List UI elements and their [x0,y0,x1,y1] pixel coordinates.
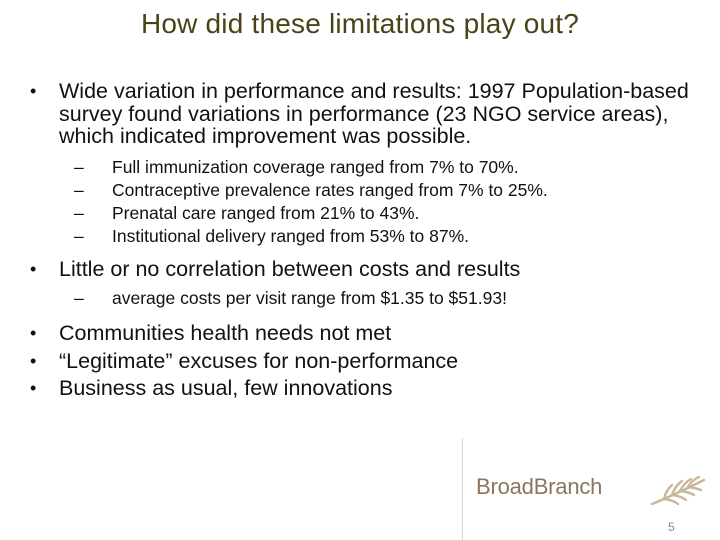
bullet-icon: • [30,350,37,371]
bullet-icon: • [30,81,37,101]
sub-bullet-text: average costs per visit range from $1.35… [112,288,507,308]
wheat-branch-icon [650,475,706,506]
slide-content: • Wide variation in performance and resu… [30,80,690,405]
sub-bullet-item: – Full immunization coverage ranged from… [30,156,690,179]
sub-list: – Full immunization coverage ranged from… [30,156,690,248]
bullet-icon: • [30,323,37,343]
bullet-text: Wide variation in performance and result… [59,79,689,148]
bullet-icon: • [30,258,37,279]
bullet-icon: • [30,378,37,398]
bullet-text: “Legitimate” excuses for non-performance [59,348,459,373]
bullet-item: • Business as usual, few innovations [30,377,690,400]
sub-bullet-item: – average costs per visit range from $1.… [30,287,690,310]
bullet-text: Little or no correlation between costs a… [59,256,521,281]
bullet-text: Business as usual, few innovations [59,376,393,400]
dash-icon: – [74,179,84,200]
dash-icon: – [74,202,84,223]
dash-icon: – [74,225,84,246]
bullet-item: • Little or no correlation between costs… [30,256,690,281]
footer-divider [462,438,463,540]
company-logo-text: BroadBranch [476,474,603,499]
sub-bullet-item: – Institutional delivery ranged from 53%… [30,225,690,248]
bullet-text: Communities health needs not met [59,321,392,345]
dash-icon: – [74,156,84,177]
page-number: 5 [668,520,675,534]
bullet-item: • Wide variation in performance and resu… [30,80,690,148]
sub-bullet-item: – Prenatal care ranged from 21% to 43%. [30,202,690,225]
slide-title: How did these limitations play out? [140,8,580,39]
sub-bullet-text: Full immunization coverage ranged from 7… [112,156,519,177]
sub-list: – average costs per visit range from $1.… [30,287,690,310]
sub-bullet-text: Institutional delivery ranged from 53% t… [112,225,469,246]
dash-icon: – [74,288,84,308]
sub-bullet-text: Contraceptive prevalence rates ranged fr… [112,179,548,200]
bullet-item: • “Legitimate” excuses for non-performan… [30,348,690,373]
bullet-item: • Communities health needs not met [30,322,690,345]
sub-bullet-text: Prenatal care ranged from 21% to 43%. [112,202,420,223]
sub-bullet-item: – Contraceptive prevalence rates ranged … [30,179,690,202]
